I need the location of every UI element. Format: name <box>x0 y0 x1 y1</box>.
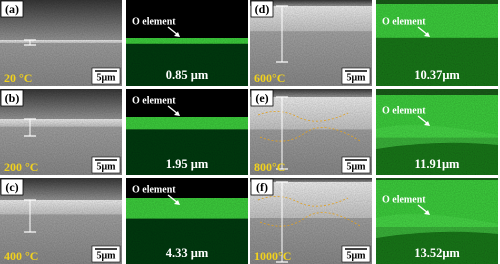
panel-label: (d) <box>255 2 270 16</box>
panel-label: (b) <box>5 91 20 105</box>
thickness: 4.33 μm <box>166 246 209 260</box>
scale-bar-box <box>91 67 121 85</box>
scale-bar-box <box>341 67 371 85</box>
panel-label-box <box>250 178 274 196</box>
element-label: O element <box>132 16 176 27</box>
panel-label-box <box>250 89 274 107</box>
eds-map <box>126 0 248 86</box>
sem-top <box>250 0 372 6</box>
eds-oxide-layer <box>126 117 248 130</box>
eds-top <box>376 0 498 4</box>
eds-oxide-layer <box>376 4 498 38</box>
element-arrowhead <box>174 200 180 205</box>
element-arrow <box>167 105 179 115</box>
scale-bar-label: 5μm <box>347 250 367 261</box>
thickness: 11.91μm <box>415 157 461 171</box>
thickness: 0.85 μm <box>166 68 209 82</box>
eds-map <box>376 0 498 86</box>
panel: (f) 1000°C 5μm O element 13.52μm <box>250 178 498 264</box>
element-label: O element <box>382 105 426 116</box>
element-arrow <box>417 204 429 214</box>
panel: (d) 600°C 5μm O element 10.37μm <box>250 0 498 86</box>
eds-map <box>126 89 248 175</box>
panel-label: (e) <box>255 91 268 105</box>
panel: (b) 200 °C 5μm O element 1.95 μm <box>0 89 248 175</box>
element-label: O element <box>382 194 426 205</box>
eds-top <box>376 178 498 180</box>
sem-top <box>0 178 122 200</box>
element-label: O element <box>132 95 176 106</box>
panel-label-box <box>0 89 24 107</box>
thickness: 10.37μm <box>414 68 460 82</box>
element-arrow <box>417 115 429 125</box>
scale-bar-box <box>91 156 121 174</box>
panel: (a) 20 °C 5μm O element 0.85 μm <box>0 0 248 86</box>
eds-map <box>376 89 498 175</box>
scale-bar-label: 5μm <box>347 161 367 172</box>
temperature: 600°C <box>254 71 285 85</box>
eds-streak <box>376 214 498 238</box>
element-arrowhead <box>174 32 180 37</box>
thickness: 13.52μm <box>414 246 460 260</box>
element-arrow <box>417 26 429 36</box>
scale-bar-label: 5μm <box>97 250 117 261</box>
temperature: 200 °C <box>4 160 38 174</box>
grain-outline <box>257 196 361 227</box>
panel-label-box <box>0 0 24 18</box>
sem-coating <box>0 119 122 127</box>
panel-label-box <box>0 178 24 196</box>
eds-top <box>126 0 248 38</box>
temperature: 20 °C <box>4 71 32 85</box>
temperature: 1000°C <box>254 249 291 263</box>
sem-top <box>250 89 372 97</box>
element-label: O element <box>382 16 426 27</box>
temperature: 800°C <box>254 160 285 174</box>
panel-label: (f) <box>256 180 268 194</box>
element-arrowhead <box>424 32 430 37</box>
panel-label: (a) <box>5 2 19 16</box>
eds-oxide-layer <box>126 198 248 219</box>
element-arrowhead <box>424 210 430 215</box>
scale-bar-box <box>341 156 371 174</box>
element-arrow <box>167 26 179 36</box>
scale-bar-box <box>91 245 121 263</box>
eds-top <box>376 89 498 95</box>
sem-coating <box>0 200 122 215</box>
element-arrowhead <box>424 121 430 126</box>
panel-label: (c) <box>5 180 18 194</box>
eds-top <box>126 178 248 198</box>
eds-oxide-layer <box>126 38 248 44</box>
eds-map <box>376 178 498 264</box>
temperature: 400 °C <box>4 249 38 263</box>
element-arrowhead <box>174 111 180 116</box>
sem-top <box>250 178 372 182</box>
eds-top <box>126 89 248 117</box>
grain-outline <box>257 111 361 142</box>
scale-bar-box <box>341 245 371 263</box>
scale-bar-label: 5μm <box>347 72 367 83</box>
eds-streak <box>376 125 498 149</box>
panel-label-box <box>250 0 274 18</box>
panel: (e) 800°C 5μm O element 11.91μm <box>250 89 498 175</box>
scale-bar-label: 5μm <box>97 72 117 83</box>
sem-coating <box>0 40 122 43</box>
scale-bar-label: 5μm <box>97 161 117 172</box>
thickness: 1.95 μm <box>166 157 209 171</box>
element-arrow <box>167 194 179 204</box>
eds-map <box>126 178 248 264</box>
panel: (c) 400 °C 5μm O element 4.33 μm <box>0 178 248 264</box>
element-label: O element <box>132 184 176 195</box>
